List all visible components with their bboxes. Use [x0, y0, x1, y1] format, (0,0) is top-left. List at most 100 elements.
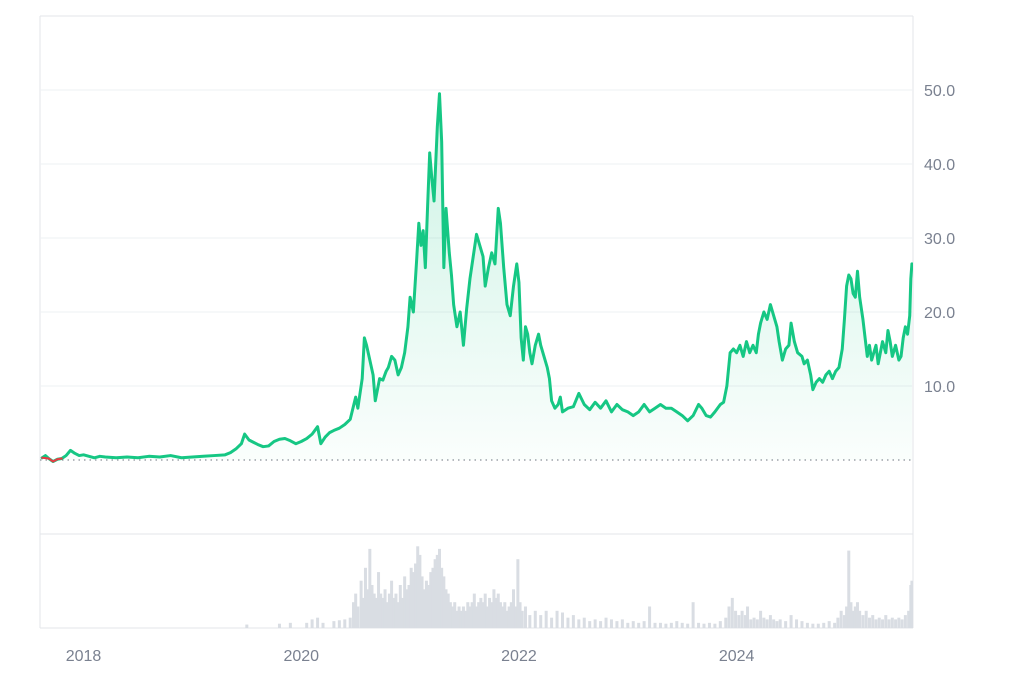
volume-bar	[288, 622, 292, 628]
volume-bar	[477, 602, 481, 628]
x-axis: 2018 2020 2022 2024	[66, 648, 755, 665]
volume-bar	[354, 593, 358, 628]
volume-bar	[800, 621, 804, 628]
volume-bar	[277, 623, 281, 628]
volume-bar	[871, 615, 875, 628]
volume-bar	[483, 593, 487, 628]
volume-bar	[394, 593, 398, 628]
volume-bar	[503, 602, 507, 628]
volume-bar	[424, 580, 428, 628]
volume-bar	[755, 619, 759, 628]
y-tick-label: 30.0	[924, 231, 955, 248]
volume-bar	[874, 619, 878, 628]
volume-bar	[472, 593, 476, 628]
volume-bar	[403, 576, 407, 628]
volume-bar	[509, 602, 513, 628]
volume-bar	[361, 597, 365, 628]
volume-bar	[366, 589, 370, 628]
volume-bar	[816, 623, 820, 628]
volume-bar	[762, 617, 766, 628]
volume-bar	[422, 589, 426, 628]
volume-bar	[433, 559, 437, 628]
volume-bar	[514, 606, 518, 628]
volume-bar	[455, 610, 459, 628]
volume-bar	[867, 617, 871, 628]
volume-bar	[658, 622, 662, 628]
volume-bar	[348, 617, 352, 628]
volume-bar	[702, 623, 706, 628]
volume-bar	[370, 585, 374, 628]
volume-bar	[675, 621, 679, 628]
volume-bar	[811, 623, 815, 628]
volume-bar	[496, 593, 500, 628]
volume-bar	[245, 624, 249, 628]
volume-bar	[383, 589, 387, 628]
volume-bar	[414, 563, 418, 628]
y-axis: 10.0 20.0 30.0 40.0 50.0	[924, 83, 955, 396]
y-tick-label: 10.0	[924, 379, 955, 396]
y-tick-label: 40.0	[924, 157, 955, 174]
volume-bar	[707, 622, 711, 628]
volume-bar	[523, 606, 527, 628]
volume-bar	[368, 548, 372, 628]
volume-bar	[398, 585, 402, 628]
volume-bar	[637, 622, 641, 628]
volume-bar	[461, 606, 465, 628]
volume-bar	[411, 572, 415, 628]
volume-bar	[544, 610, 548, 628]
volume-bar	[431, 567, 435, 628]
volume-bar	[528, 615, 532, 628]
volume-bar	[718, 621, 722, 628]
volume-bar	[377, 572, 381, 628]
volume-bar	[372, 593, 376, 628]
volume-bar	[680, 622, 684, 628]
volume-bar	[749, 619, 753, 628]
volume-bar	[784, 621, 788, 628]
volume-bar	[444, 589, 448, 628]
volume-bar	[845, 606, 849, 628]
volume-bar	[566, 617, 570, 628]
volume-bar	[429, 572, 433, 628]
volume-bar	[351, 602, 355, 628]
volume-bar	[887, 619, 891, 628]
volume-bar	[385, 602, 389, 628]
volume-bar	[604, 617, 608, 628]
volume-bar	[648, 606, 652, 628]
volume-bar	[396, 602, 400, 628]
volume-bar	[582, 617, 586, 628]
volume-bar	[305, 622, 309, 628]
volume-bar	[849, 602, 853, 628]
volume-bar	[588, 621, 592, 628]
volume-bar	[516, 559, 520, 628]
volume-bar	[664, 623, 668, 628]
volume-bar	[453, 602, 457, 628]
volume-bar	[494, 597, 498, 628]
volume-bar	[392, 597, 396, 628]
volume-bar	[560, 612, 564, 628]
volume-bar	[847, 550, 851, 628]
volume-bar	[759, 610, 763, 628]
volume-bar	[789, 615, 793, 628]
volume-bar	[827, 621, 831, 628]
volume-bar	[855, 602, 859, 628]
x-tick-label: 2022	[501, 648, 537, 665]
volume-bar	[571, 615, 575, 628]
price-area	[42, 93, 912, 462]
volume-bar	[836, 617, 840, 628]
price-line-group	[40, 92, 913, 463]
volume-bar	[724, 617, 728, 628]
volume-bar	[464, 610, 468, 628]
volume-bar	[520, 610, 524, 628]
volume-bar	[479, 597, 483, 628]
volume-bar	[740, 610, 744, 628]
volume-bar	[577, 619, 581, 628]
volume-bar	[485, 606, 489, 628]
volume-bar	[805, 622, 809, 628]
volume-bar	[451, 606, 455, 628]
volume-bar	[861, 615, 865, 628]
volume-bar	[409, 567, 413, 628]
volume-bar	[907, 610, 911, 628]
volume-bar	[642, 621, 646, 628]
